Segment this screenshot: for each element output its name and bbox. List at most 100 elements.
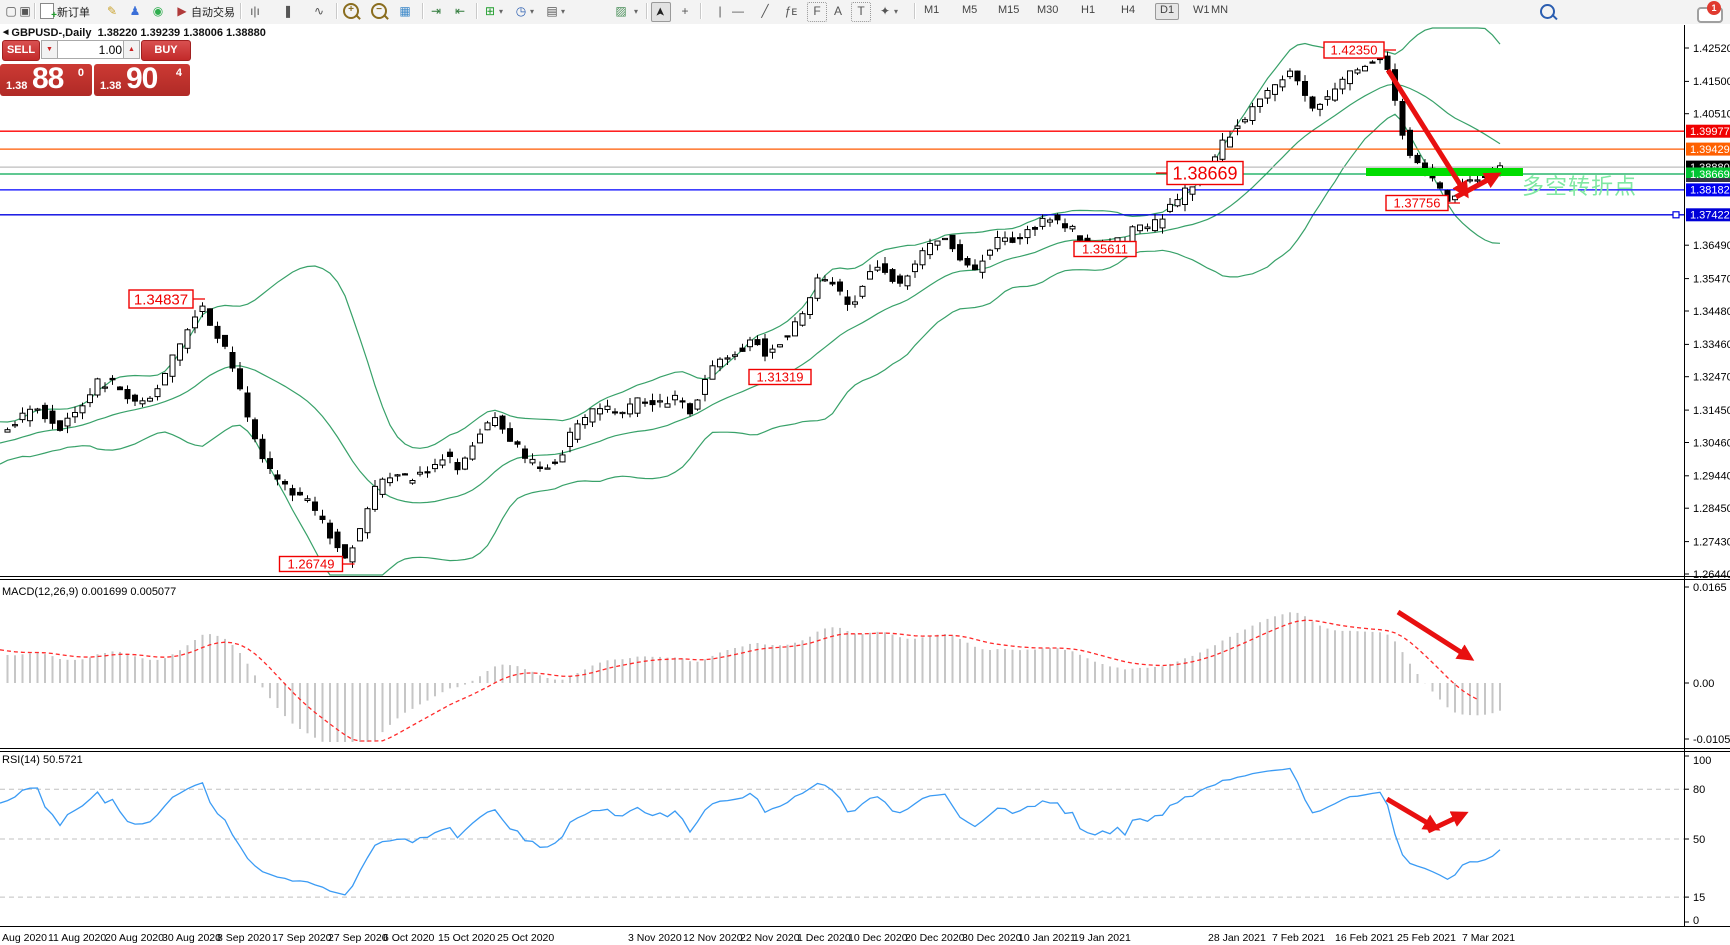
svg-text:RSI(14) 50.5721: RSI(14) 50.5721	[2, 754, 83, 766]
timeframe-button-W1[interactable]: W1	[1193, 4, 1210, 16]
svg-text:多空转折点: 多空转折点	[1522, 174, 1637, 199]
horizontal-line-tool-icon[interactable]: —	[732, 4, 744, 18]
svg-text:1.36490: 1.36490	[1693, 240, 1730, 252]
volume-increment-button[interactable]: ▲	[123, 40, 140, 59]
fibo-fan-tool-icon[interactable]: F	[807, 2, 827, 22]
svg-text:1.26440: 1.26440	[1693, 569, 1730, 581]
chart-title: ◀ GBPUSD-,Daily 1.38220 1.39239 1.38006 1…	[3, 27, 266, 39]
toolbar-separator	[476, 3, 478, 19]
search-icon[interactable]	[1540, 4, 1555, 19]
svg-text:1.42520: 1.42520	[1693, 43, 1730, 55]
timeframe-button-M15[interactable]: M15	[998, 4, 1020, 16]
svg-text:12 Nov 2020: 12 Nov 2020	[683, 932, 743, 944]
svg-text:1.39429: 1.39429	[1690, 144, 1730, 156]
svg-text:30 Aug 2020: 30 Aug 2020	[162, 932, 221, 944]
svg-text:20 Aug 2020: 20 Aug 2020	[105, 932, 164, 944]
svg-text:1.40510: 1.40510	[1693, 109, 1730, 121]
autotrading-icon[interactable]: ▶	[177, 4, 187, 18]
arrows-tool-icon[interactable]: ✦	[879, 4, 891, 18]
templates-dropdown-icon[interactable]: ▾	[561, 7, 566, 16]
notification-badge: 1	[1707, 1, 1721, 15]
indicators-dropdown-icon[interactable]: ▾	[499, 7, 504, 16]
timeframe-button-M30[interactable]: M30	[1037, 4, 1059, 16]
expert-advisors-icon[interactable]: ♟	[129, 4, 141, 18]
svg-text:7 Mar 2021: 7 Mar 2021	[1462, 932, 1515, 944]
vertical-line-tool-icon[interactable]: |	[718, 4, 722, 18]
line-chart-mode-icon[interactable]: ∿	[313, 4, 325, 18]
auto-scroll-icon[interactable]: ⇥	[430, 4, 442, 18]
templates-icon[interactable]: ▤	[546, 4, 558, 18]
timeframe-button-D1[interactable]: D1	[1155, 3, 1180, 20]
signals-icon[interactable]: ◉	[152, 4, 164, 18]
chart-shift-icon[interactable]: ⇤	[454, 4, 466, 18]
periods-dropdown-icon[interactable]: ▾	[530, 7, 535, 16]
svg-text:1.26749: 1.26749	[288, 557, 335, 572]
chat-bubble-icon[interactable]: 1	[1697, 1, 1723, 23]
text-tool-icon[interactable]: A	[833, 4, 842, 18]
svg-text:1.34480: 1.34480	[1693, 306, 1730, 318]
svg-text:1.38182: 1.38182	[1690, 185, 1730, 197]
toolbar-separator	[34, 3, 36, 19]
new-chart-icon[interactable]: ▢	[5, 4, 17, 18]
toolbar-separator	[914, 3, 916, 19]
arrows-dropdown-icon[interactable]: ▾	[894, 7, 899, 16]
collapse-triangle-icon[interactable]: ◀	[3, 29, 9, 36]
chart-profile-icon[interactable]: ▨	[615, 4, 627, 18]
timeframe-button-H1[interactable]: H1	[1081, 4, 1096, 16]
buy-price-pips: 90	[126, 62, 158, 95]
svg-text:15 Oct 2020: 15 Oct 2020	[438, 932, 495, 944]
bar-chart-mode-icon[interactable]: ı|ı	[250, 4, 260, 18]
svg-text:6 Oct 2020: 6 Oct 2020	[383, 932, 435, 944]
svg-text:1.41500: 1.41500	[1693, 76, 1730, 88]
new-order-label[interactable]: 新订单	[57, 7, 90, 19]
candlestick-mode-icon[interactable]: ❚	[282, 4, 294, 18]
svg-text:10 Jan 2021: 10 Jan 2021	[1018, 932, 1076, 944]
volume-input[interactable]	[57, 40, 127, 59]
styler-brush-icon[interactable]: ✎	[106, 4, 118, 18]
volume-decrement-button[interactable]: ▼	[41, 40, 58, 59]
svg-text:1.30460: 1.30460	[1693, 437, 1730, 449]
text-label-tool-icon[interactable]: T	[851, 2, 871, 22]
zoom-out-icon[interactable]: −	[371, 3, 387, 19]
buy-button[interactable]: BUY	[141, 40, 191, 61]
tile-windows-icon[interactable]: ▦	[399, 4, 411, 18]
svg-text:15: 15	[1693, 892, 1705, 904]
sell-price-point: 0	[77, 67, 84, 79]
timeframe-button-M1[interactable]: M1	[924, 4, 940, 16]
svg-text:25 Feb 2021: 25 Feb 2021	[1397, 932, 1456, 944]
print-preview-icon[interactable]: ▣	[19, 4, 31, 18]
timeframe-button-H4[interactable]: H4	[1121, 4, 1136, 16]
new-order-icon[interactable]: +	[40, 3, 57, 21]
sell-button[interactable]: SELL	[2, 40, 40, 61]
svg-text:25 Oct 2020: 25 Oct 2020	[497, 932, 554, 944]
svg-text:27 Sep 2020: 27 Sep 2020	[328, 932, 388, 944]
svg-text:28 Jan 2021: 28 Jan 2021	[1208, 932, 1266, 944]
fibonacci-tool-icon[interactable]: ƒᴇ	[784, 4, 798, 18]
sell-price-stem: 1.38	[6, 80, 28, 92]
sell-price-display[interactable]: 1.38 88 0	[0, 62, 92, 96]
svg-text:1.35470: 1.35470	[1693, 273, 1730, 285]
crosshair-tool-icon[interactable]: +	[681, 4, 689, 18]
svg-text:100: 100	[1693, 755, 1711, 767]
indicators-icon[interactable]: ⊞	[484, 4, 496, 18]
svg-text:16 Feb 2021: 16 Feb 2021	[1335, 932, 1394, 944]
toolbar-separator	[422, 3, 424, 19]
periods-clock-icon[interactable]: ◷	[515, 4, 527, 18]
toolbar-separator	[336, 3, 338, 19]
zoom-in-icon[interactable]: +	[343, 3, 359, 19]
sell-price-pips: 88	[32, 62, 64, 95]
trendline-tool-icon[interactable]: ╱	[761, 4, 769, 18]
svg-text:1.27430: 1.27430	[1693, 536, 1730, 548]
svg-text:10 Dec 2020: 10 Dec 2020	[848, 932, 908, 944]
buy-price-display[interactable]: 1.38 90 4	[94, 62, 190, 96]
timeframe-button-MN[interactable]: MN	[1211, 4, 1229, 16]
svg-text:30 Dec 2020: 30 Dec 2020	[962, 932, 1022, 944]
autotrading-label[interactable]: 自动交易	[191, 7, 235, 19]
cursor-tool-icon[interactable]: ➤	[651, 2, 671, 22]
svg-text:1.29440: 1.29440	[1693, 471, 1730, 483]
timeframe-button-M5[interactable]: M5	[962, 4, 978, 16]
chart-profile-dropdown-icon[interactable]: ▾	[634, 7, 639, 16]
svg-text:1.31319: 1.31319	[757, 370, 804, 385]
price-chart-canvas[interactable]: 多空转折点 1.42350 1.38669 1.37756 1.35611 1.31319…	[0, 24, 1730, 945]
svg-text:19 Jan 2021: 19 Jan 2021	[1073, 932, 1131, 944]
